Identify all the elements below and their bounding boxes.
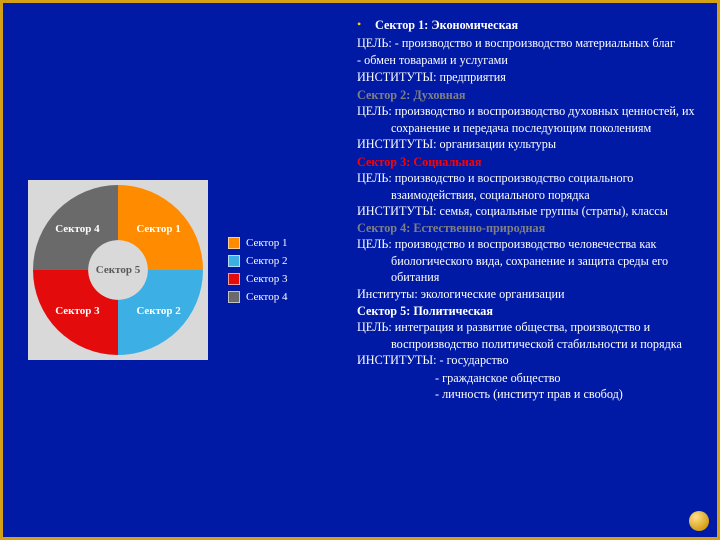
section-title: Сектор 5: Политическая (357, 303, 699, 319)
legend-swatch-icon (228, 273, 240, 285)
legend-swatch-icon (228, 237, 240, 249)
body-line: Институты: экологические организации (357, 286, 699, 302)
section-title: Сектор 3: Социальная (357, 154, 699, 170)
section-title: Сектор 2: Духовная (357, 87, 699, 103)
body-line: ЦЕЛЬ: - производство и воспроизводство м… (357, 35, 699, 51)
legend-item: Сектор 4 (228, 291, 287, 303)
bullet-icon: • (357, 17, 375, 33)
legend-label: Сектор 4 (246, 291, 287, 303)
text-column: •Сектор 1: Экономическая ЦЕЛЬ: - производ… (353, 3, 717, 537)
legend-label: Сектор 2 (246, 255, 287, 267)
legend-label: Сектор 3 (246, 273, 287, 285)
legend-item: Сектор 2 (228, 255, 287, 267)
doughnut-chart: Сектор 1Сектор 2Сектор 3Сектор 4Сектор 5… (18, 160, 338, 380)
legend-item: Сектор 3 (228, 273, 287, 285)
body-line: ИНСТИТУТЫ: организации культуры (357, 136, 699, 152)
legend-swatch-icon (228, 255, 240, 267)
section-title: Сектор 4: Естественно-природная (357, 220, 699, 236)
slide: Сектор 1Сектор 2Сектор 3Сектор 4Сектор 5… (0, 0, 720, 540)
body-line: ИНСТИТУТЫ: семья, социальные группы (стр… (357, 203, 699, 219)
body-line: - личность (институт прав и свобод) (357, 386, 699, 402)
section-title: •Сектор 1: Экономическая (357, 17, 699, 33)
legend-item: Сектор 1 (228, 237, 287, 249)
legend-label: Сектор 1 (246, 237, 287, 249)
legend-swatch-icon (228, 291, 240, 303)
body-line: ЦЕЛЬ: интеграция и развитие общества, пр… (357, 319, 699, 352)
body-line: ЦЕЛЬ: производство и воспроизводство чел… (357, 236, 699, 285)
doughnut-plot-area: Сектор 1Сектор 2Сектор 3Сектор 4Сектор 5 (18, 170, 218, 370)
body-line: - обмен товарами и услугами (357, 52, 699, 68)
section-title-text: Сектор 1: Экономическая (375, 17, 699, 33)
body-line: ИНСТИТУТЫ: - государство (357, 352, 699, 368)
chart-column: Сектор 1Сектор 2Сектор 3Сектор 4Сектор 5… (3, 3, 353, 537)
body-line: ИНСТИТУТЫ: предприятия (357, 69, 699, 85)
corner-badge-icon (689, 511, 709, 531)
body-line: - гражданское общество (357, 370, 699, 386)
body-line: ЦЕЛЬ: производство и воспроизводство дух… (357, 103, 699, 136)
body-line: ЦЕЛЬ: производство и воспроизводство соц… (357, 170, 699, 203)
chart-legend: Сектор 1 Сектор 2 Сектор 3 Сектор 4 (228, 237, 287, 303)
